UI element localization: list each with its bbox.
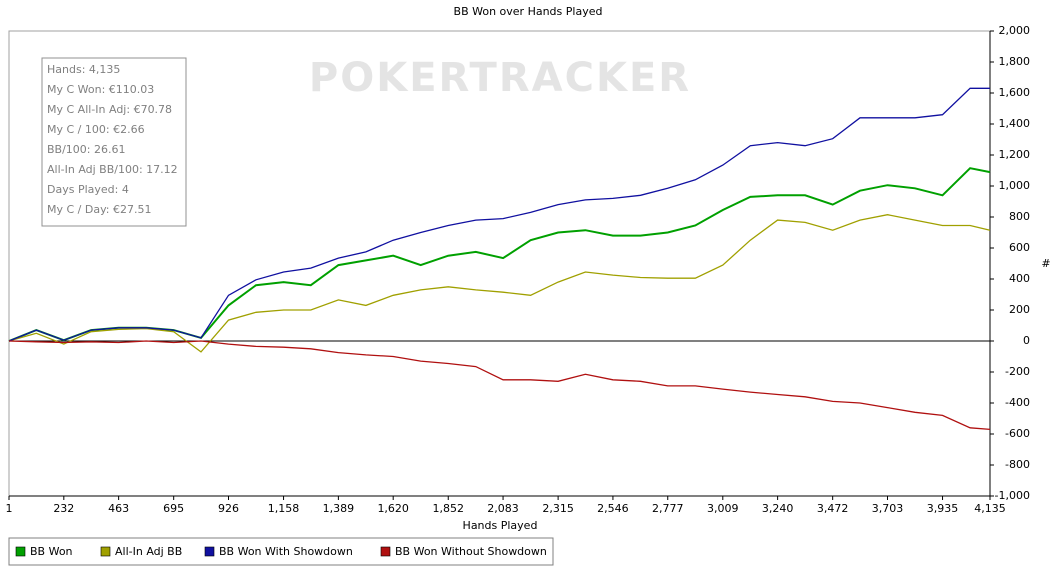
- y-tick-label: -600: [1005, 427, 1030, 440]
- x-tick-label: 1,389: [323, 502, 355, 515]
- legend-label: BB Won With Showdown: [219, 545, 353, 558]
- legend-swatch: [204, 546, 215, 557]
- legend-label: All-In Adj BB: [115, 545, 182, 558]
- x-tick-label: 3,240: [762, 502, 794, 515]
- chart-title: BB Won over Hands Played: [454, 5, 603, 18]
- x-tick-label: 695: [163, 502, 184, 515]
- series-line: [8, 87, 990, 342]
- series-line: [8, 340, 991, 431]
- x-tick-label: 3,009: [707, 502, 739, 515]
- legend-swatch: [15, 546, 26, 557]
- x-tick-label: 1,158: [268, 502, 300, 515]
- x-axis-label: Hands Played: [463, 519, 538, 532]
- stat-text: My C / Day: €27.51: [47, 203, 152, 216]
- x-tick-label: 4,135: [974, 502, 1006, 515]
- stats-box: [41, 57, 187, 227]
- x-tick-label: 2,546: [597, 502, 629, 515]
- y-tick-label: 1,000: [999, 179, 1031, 192]
- x-tick-label: 926: [218, 502, 239, 515]
- y-tick-label: -400: [1005, 396, 1030, 409]
- watermark: POKERTRACKER: [309, 55, 691, 101]
- y-tick-label: 1,800: [999, 55, 1031, 68]
- x-tick-label: 2,315: [542, 502, 574, 515]
- x-tick-label: 3,703: [872, 502, 904, 515]
- y-tick-label: 200: [1009, 303, 1030, 316]
- y-axis-label: #: [1041, 257, 1050, 270]
- y-tick-label: 1,600: [999, 86, 1031, 99]
- stat-text: All-In Adj BB/100: 17.12: [47, 163, 178, 176]
- legend-box: [8, 537, 554, 566]
- x-tick-label: 463: [108, 502, 129, 515]
- x-tick-label: 2,777: [652, 502, 684, 515]
- x-tick-label: 1,852: [432, 502, 464, 515]
- y-tick-label: 600: [1009, 241, 1030, 254]
- y-tick-label: 400: [1009, 272, 1030, 285]
- legend-swatch: [380, 546, 391, 557]
- y-tick-label: 800: [1009, 210, 1030, 223]
- legend-swatch: [100, 546, 111, 557]
- x-tick-label: 2,083: [487, 502, 519, 515]
- stat-text: My C Won: €110.03: [47, 83, 154, 96]
- stat-text: My C / 100: €2.66: [47, 123, 145, 136]
- x-tick-label: 1,620: [377, 502, 409, 515]
- y-tick-label: 2,000: [999, 24, 1031, 37]
- legend-label: BB Won Without Showdown: [395, 545, 547, 558]
- x-tick-label: 3,935: [927, 502, 959, 515]
- y-tick-label: -1,000: [995, 489, 1030, 502]
- stat-text: Hands: 4,135: [47, 63, 120, 76]
- legend-label: BB Won: [30, 545, 73, 558]
- y-tick-label: 1,200: [999, 148, 1031, 161]
- stat-text: BB/100: 26.61: [47, 143, 126, 156]
- x-tick-label: 1: [6, 502, 13, 515]
- y-tick-label: -200: [1005, 365, 1030, 378]
- x-tick-label: 232: [53, 502, 74, 515]
- y-tick-label: 1,400: [999, 117, 1031, 130]
- series-line: [8, 214, 991, 353]
- stat-text: Days Played: 4: [47, 183, 129, 196]
- y-tick-label: -800: [1005, 458, 1030, 471]
- stat-text: My C All-In Adj: €70.78: [47, 103, 172, 116]
- x-tick-label: 3,472: [817, 502, 849, 515]
- y-tick-label: 0: [1023, 334, 1030, 347]
